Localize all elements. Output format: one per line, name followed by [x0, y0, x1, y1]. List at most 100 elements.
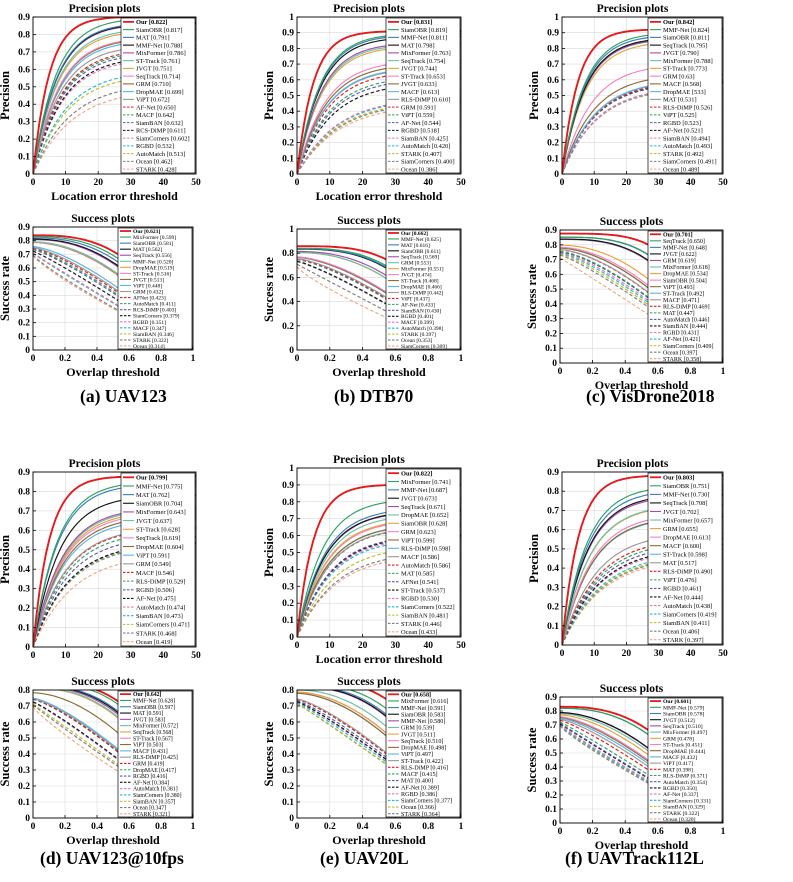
legend-entry: ViPT [0.417]: [663, 761, 693, 767]
y-tick-label: 0.8: [282, 44, 294, 54]
legend-entry: SiamCorners [0.471]: [136, 622, 190, 629]
x-tick-label: 0: [560, 649, 565, 659]
legend-entry: SiamBAN [0.430]: [401, 308, 441, 314]
y-tick-label: 0.3: [282, 582, 294, 592]
legend-entry: AF-Net [0.444]: [663, 594, 703, 601]
legend-entry: SiamBAN [0.473]: [136, 613, 183, 620]
y-tick-label: 0.2: [18, 782, 30, 792]
y-tick-label: 0.4: [545, 763, 557, 773]
legend-entry: MMF-Net [0.579]: [663, 705, 704, 711]
y-tick-label: 0.9: [545, 693, 557, 703]
legend-entry: MAT [0.531]: [663, 97, 697, 104]
x-axis-label: Overlap threshold: [595, 838, 689, 852]
legend-entry: ViPT [0.503]: [133, 743, 163, 749]
chart-title: Success plots: [337, 676, 401, 688]
y-tick-label: 0.1: [18, 153, 30, 163]
x-tick-label: 1: [459, 354, 464, 364]
legend-entry: JVGT [0.474]: [401, 273, 432, 279]
x-tick-label: 20: [93, 178, 103, 188]
legend-entry: STARK [0.397]: [663, 637, 704, 644]
legend-entry: SiamCorners [0.491]: [663, 159, 717, 166]
legend-entry: MixFormer [0.599]: [133, 235, 176, 241]
legend-entry: ViPT [0.448]: [133, 283, 162, 289]
y-tick-label: 0.8: [282, 686, 294, 696]
axes-frame: [559, 696, 724, 824]
legend-entry: SiamCorners [0.419]: [663, 611, 717, 618]
legend-entry: Our [0.662]: [401, 231, 428, 237]
legend-entry: GRM [0.63]: [663, 73, 695, 80]
legend-entry: SeqTrack [0.568]: [133, 730, 173, 736]
y-tick-label: 1: [289, 225, 294, 235]
chart-b-precision: 0 10 20 30 40 50 0 0.1 0.2 0.3 0.4 0.5 0.6 0.7 0.8 0.9 1…: [262, 3, 466, 203]
legend-entry: MAT [0.616]: [401, 243, 430, 249]
legend-entry: SiamOBR [0.581]: [133, 241, 174, 247]
legend-entry: ST-Track [0.537]: [401, 587, 445, 594]
legend-entry: ViPT [0.525]: [663, 112, 697, 119]
legend-entry: AF-Net [0.433]: [401, 302, 435, 308]
series-line-stark: [33, 706, 193, 818]
legend-entry: RGBD [0.350]: [663, 786, 697, 792]
legend: Our [0.803]SiamOBR [0.751] MMF-Net [0.730…: [647, 472, 723, 645]
y-tick-label: 1: [289, 464, 294, 474]
y-tick-label: 0: [289, 170, 294, 180]
axes-frame: [32, 226, 194, 351]
y-tick-label: 0.8: [18, 237, 30, 247]
x-tick-label: 50: [718, 178, 728, 188]
x-tick-label: 0.6: [389, 822, 401, 832]
legend-entry: MMF-Net [0.788]: [136, 42, 183, 49]
chart-title: Success plots: [71, 213, 135, 225]
y-axis-label: Precision: [0, 535, 12, 584]
y-tick-label: 0: [289, 633, 294, 643]
y-tick-label: 0.7: [282, 515, 294, 525]
legend-entry: ST-Track [0.451]: [663, 743, 702, 749]
legend-entry: STARK [0.468]: [136, 630, 177, 637]
y-tick-label: 0.9: [18, 13, 30, 23]
series-line-siamcorners: [33, 57, 196, 174]
legend-entry: RLS-DiMP [0.442]: [401, 290, 444, 296]
x-tick-label: 0: [295, 178, 300, 188]
x-tick-label: 0.8: [422, 354, 434, 364]
y-tick-label: 1: [554, 13, 559, 23]
x-tick-label: 40: [159, 651, 169, 661]
legend-entry: Our [0.621]: [133, 229, 160, 235]
legend-entry: SiamOBR [0.611]: [401, 249, 441, 255]
legend-entry: STARK [0.321]: [133, 812, 170, 818]
legend-entry: STARK [0.492]: [663, 151, 704, 158]
y-tick-label: 0.2: [545, 329, 557, 339]
legend-entry: ST-Track [0.516]: [133, 271, 171, 277]
legend-entry: AutoMatch [0.446]: [663, 318, 709, 324]
x-tick-label: 10: [325, 641, 335, 651]
x-tick-label: 30: [126, 178, 136, 188]
legend-entry: RLS-DiMP [0.490]: [663, 569, 712, 576]
x-axis-label: Location error threshold: [316, 652, 443, 666]
y-tick-label: 0.2: [545, 791, 557, 801]
y-tick-label: 0.4: [282, 750, 294, 760]
y-tick-label: 0.5: [282, 92, 294, 102]
legend-entry: Ocean [0.320]: [663, 817, 696, 823]
legend-entry: SeqTrack [0.795]: [663, 42, 708, 49]
x-tick-label: 0: [295, 641, 300, 651]
legend-entry: DropMAE [533]: [663, 89, 706, 96]
y-tick-label: 0.1: [547, 154, 559, 164]
legend-entry: MAT [0.398]: [663, 767, 693, 773]
x-tick-label: 1: [721, 367, 726, 377]
legend-box: [117, 227, 193, 350]
legend: Our [0.601]MMF-Net [0.579]SiamOBR [0.578…: [647, 697, 723, 823]
x-tick-label: 0.2: [59, 354, 71, 364]
y-tick-label: 0.4: [18, 291, 30, 301]
legend-entry: SiamCorners [0.602]: [136, 135, 190, 142]
x-tick-label: 0: [558, 367, 563, 377]
legend-entry: SiamBAN [0.481]: [401, 612, 448, 619]
x-tick-label: 30: [391, 178, 401, 188]
series-line-ocean: [33, 554, 196, 647]
legend-entry: RGBD [0.401]: [401, 314, 434, 320]
caption-uav20l: (e) UAV20L: [320, 848, 409, 868]
legend-entry: DropMAE [0.466]: [401, 284, 442, 290]
legend-entry: STARK [0.364]: [401, 812, 440, 818]
legend-box: [385, 468, 461, 637]
legend-entry: AutoMatch [0.398]: [401, 326, 443, 332]
x-tick-label: 0.2: [324, 354, 336, 364]
y-tick-label: 0.5: [282, 549, 294, 559]
legend-entry: ViPT [0.476]: [663, 577, 697, 584]
